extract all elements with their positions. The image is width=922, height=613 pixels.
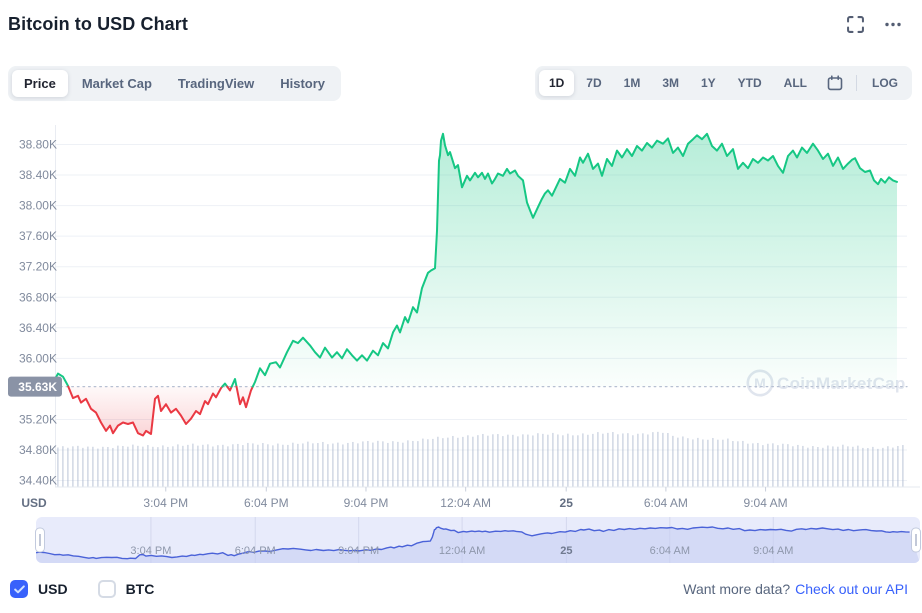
svg-text:USD: USD [21,496,47,510]
svg-text:25: 25 [560,545,572,557]
range-navigator[interactable]: 3:04 PM 6:04 PM 9:04 PM 12:04 AM 25 6:04 AM 9:… [35,517,921,563]
log-scale-button[interactable]: LOG [862,70,908,96]
chart-type-tabs: Price Market Cap TradingView History [8,66,342,101]
svg-text:12:04 AM: 12:04 AM [439,545,485,557]
range-1y[interactable]: 1Y [691,70,726,96]
chart-footer: USD BTC Want more data? Check out our API [10,574,908,604]
tab-price[interactable]: Price [12,70,68,97]
currency-toggles: USD BTC [10,580,154,598]
check-icon [13,584,25,593]
svg-text:38.80K: 38.80K [19,138,57,152]
svg-text:36.00K: 36.00K [19,351,57,365]
range-3m[interactable]: 3M [652,70,689,96]
btc-checkbox[interactable] [97,580,116,598]
tab-history[interactable]: History [268,70,337,97]
price-area-fill [55,133,898,436]
date-range-picker-button[interactable] [819,71,851,95]
svg-text:6:04 PM: 6:04 PM [235,545,276,557]
range-7d[interactable]: 7D [576,70,611,96]
api-prompt: Want more data? Check out our API [683,581,908,597]
tab-tradingview[interactable]: TradingView [166,70,266,97]
chart-header: Bitcoin to USD Chart [8,14,908,35]
svg-text:6:04 PM: 6:04 PM [244,496,289,510]
volume-bars [57,431,904,487]
usd-checkbox[interactable] [10,580,28,598]
usd-toggle[interactable]: USD [10,580,68,598]
api-prompt-text: Want more data? [683,581,791,597]
time-range-tabs: 1D 7D 1M 3M 1Y YTD ALL LOG [534,66,912,100]
chart-toolbar: Price Market Cap TradingView History 1D … [8,66,912,101]
svg-text:3:04 PM: 3:04 PM [143,496,188,510]
more-options-button[interactable] [882,14,904,35]
range-1m[interactable]: 1M [614,70,651,96]
ellipsis-icon [885,22,901,27]
svg-text:38.00K: 38.00K [19,199,57,213]
svg-text:37.60K: 37.60K [19,229,57,243]
svg-text:34.80K: 34.80K [19,443,57,457]
range-ytd[interactable]: YTD [728,70,772,96]
svg-text:38.40K: 38.40K [19,168,57,182]
fullscreen-button[interactable] [845,14,866,35]
navigator-handle-right[interactable] [911,527,921,553]
svg-text:6:04 AM: 6:04 AM [650,545,690,557]
x-axis-labels: 3:04 PM 6:04 PM 9:04 PM 12:04 AM 25 6:04 AM 9:… [21,487,788,510]
price-line[interactable] [54,132,898,437]
svg-text:35.20K: 35.20K [19,412,57,426]
svg-text:9:04 AM: 9:04 AM [753,545,793,557]
svg-text:12:04 AM: 12:04 AM [440,496,491,510]
y-axis-labels: 38.80K 38.40K 38.00K 37.60K 37.20K 36.80K 36.4… [19,138,57,488]
svg-text:25: 25 [560,496,574,510]
svg-text:34.40K: 34.40K [19,474,57,488]
svg-text:9:04 PM: 9:04 PM [338,545,379,557]
api-link[interactable]: Check out our API [795,581,908,597]
baseline-price-badge: 35.63K [8,376,62,397]
btc-toggle[interactable]: BTC [97,580,155,598]
fullscreen-icon [847,16,864,33]
navigator-handle-left[interactable] [35,527,45,553]
svg-text:37.20K: 37.20K [19,260,57,274]
svg-text:9:04 PM: 9:04 PM [344,496,389,510]
svg-text:6:04 AM: 6:04 AM [644,496,688,510]
svg-text:3:04 PM: 3:04 PM [130,545,171,557]
calendar-icon [827,75,843,91]
svg-text:36.80K: 36.80K [19,290,57,304]
header-icons [845,14,904,35]
svg-text:35.63K: 35.63K [18,380,57,394]
btc-toggle-label: BTC [125,581,155,597]
toolbar-divider [856,75,857,91]
range-all[interactable]: ALL [774,70,817,96]
svg-text:36.40K: 36.40K [19,321,57,335]
tab-market-cap[interactable]: Market Cap [70,70,164,97]
page-title: Bitcoin to USD Chart [8,14,188,34]
svg-text:9:04 AM: 9:04 AM [744,496,788,510]
range-1d[interactable]: 1D [538,70,575,96]
usd-toggle-label: USD [38,581,68,597]
